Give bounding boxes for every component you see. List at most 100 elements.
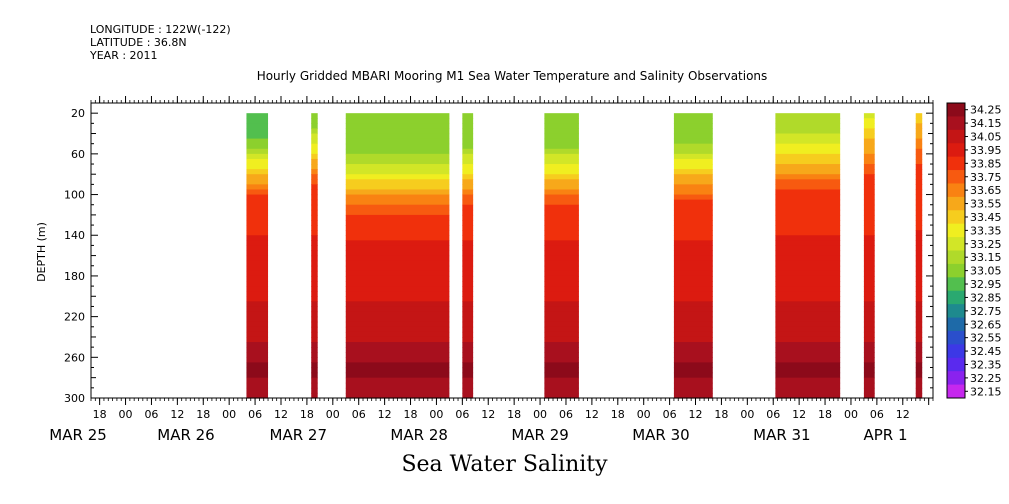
colorbar-swatch [947,277,965,292]
heatmap-cell [544,133,579,140]
heatmap-cell [863,382,875,389]
heatmap-cell [544,331,579,338]
heatmap-cell [863,347,875,353]
colorbar-label: 32.95 [970,278,1002,291]
heatmap-cell [673,164,713,170]
heatmap-cell [673,321,713,328]
heatmap-cell [345,291,450,297]
heatmap-cell [775,235,841,241]
heatmap-cell [246,189,269,196]
heatmap-cell [775,377,841,384]
colorbar-label: 34.05 [970,131,1002,144]
heatmap-cell [544,194,579,201]
heatmap-cell [863,158,875,165]
y-tick-label: 140 [64,229,85,242]
heatmap-cell [345,179,450,185]
heatmap-cell [544,377,579,384]
heatmap-cell [673,306,713,313]
colorbar-label: 32.85 [970,291,1002,304]
heatmap-cell [246,123,269,130]
heatmap-cell [775,148,841,155]
heatmap-cell [311,296,318,302]
heatmap-cell [311,209,318,216]
heatmap-cell [863,169,875,175]
heatmap-cell [915,342,923,348]
heatmap-cell [246,387,269,394]
heatmap-cell [863,235,875,241]
heatmap-cell [673,133,713,140]
heatmap-cell [544,326,579,333]
heatmap-cell [863,377,875,384]
heatmap-cell [863,270,875,277]
heatmap-cell [775,209,841,216]
x-tick-label: 00 [429,408,443,421]
heatmap-cell [544,240,579,247]
heatmap-cell [673,316,713,323]
heatmap-cell [863,301,875,308]
heatmap-cell [915,164,923,170]
x-tick-label: 06 [766,408,780,421]
heatmap-cell [462,296,474,302]
x-tick-label: 12 [170,408,184,421]
heatmap-cell [673,240,713,247]
heatmap-cell [345,230,450,236]
data-block [863,113,875,399]
x-tick-label: 00 [326,408,340,421]
heatmap-cell [775,194,841,201]
heatmap-cell [775,133,841,140]
heatmap-cell [863,291,875,297]
heatmap-cell [544,316,579,323]
heatmap-cell [311,133,318,140]
heatmap-cell [863,321,875,328]
heatmap-cell [345,321,450,328]
heatmap-cell [462,133,474,140]
heatmap-cell [863,240,875,247]
heatmap-cell [673,204,713,211]
heatmap-cell [775,240,841,247]
colorbar-swatch [947,116,965,131]
heatmap-cell [775,362,841,369]
heatmap-cell [544,199,579,206]
heatmap-cell [311,372,318,379]
heatmap-cell [673,118,713,124]
heatmap-cell [311,342,318,348]
heatmap-cell [462,143,474,150]
heatmap-cell [915,367,923,374]
heatmap-cell [462,347,474,353]
x-axis-label: Sea Water Salinity [401,452,608,477]
heatmap-cell [462,306,474,313]
colorbar-swatch [947,384,965,399]
heatmap-cell [915,260,923,267]
heatmap-cell [673,336,713,343]
heatmap-cell [345,214,450,221]
heatmap-cell [246,352,269,358]
heatmap-cell [345,169,450,175]
heatmap-cell [544,158,579,165]
colorbar-label: 33.15 [970,251,1002,264]
heatmap-cell [246,169,269,175]
heatmap-cell [673,296,713,302]
heatmap-cell [246,199,269,206]
colorbar: 34.2534.1534.0533.9533.8533.7533.6533.55… [946,102,1002,399]
heatmap-cell [462,138,474,145]
heatmap-cell [863,118,875,124]
heatmap-cell [246,164,269,170]
heatmap-cell [673,275,713,282]
heatmap-cell [311,123,318,130]
heatmap-cell [246,270,269,277]
heatmap-cell [246,255,269,262]
heatmap-cell [246,209,269,216]
heatmap-cell [246,291,269,297]
x-tick-label: 00 [533,408,547,421]
y-tick-label: 20 [71,107,85,120]
colorbar-label: 32.25 [970,372,1002,385]
heatmap-cell [246,342,269,348]
heatmap-cell [915,382,923,389]
colorbar-label: 33.05 [970,265,1002,278]
heatmap-cell [544,184,579,191]
heatmap-cell [246,326,269,333]
heatmap-cell [915,250,923,257]
heatmap-cell [544,392,579,399]
heatmap-cell [775,316,841,323]
heatmap-cell [544,275,579,282]
